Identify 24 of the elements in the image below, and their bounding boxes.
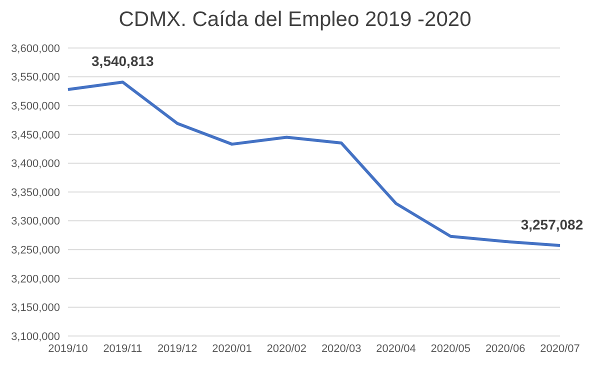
- x-tick-label: 2019/12: [157, 342, 198, 355]
- x-tick-label: 2019/11: [103, 342, 142, 355]
- x-tick-label: 2020/01: [212, 342, 252, 355]
- x-tick-label: 2020/04: [376, 342, 416, 355]
- y-tick-label: 3,400,000: [11, 158, 60, 170]
- x-tick-label: 2020/06: [485, 342, 526, 355]
- chart-title: CDMX. Caída del Empleo 2019 -2020: [118, 7, 472, 33]
- y-tick-label: 3,350,000: [11, 186, 60, 199]
- x-tick-label: 2020/05: [430, 342, 471, 355]
- y-tick-label: 3,600,000: [11, 42, 60, 55]
- y-tick-label: 3,250,000: [11, 244, 60, 257]
- y-tick-label: 3,100,000: [11, 330, 60, 343]
- data-label: 3,540,813: [92, 53, 154, 70]
- x-tick-label: 2019/10: [48, 342, 88, 355]
- y-tick-label: 3,300,000: [11, 216, 60, 228]
- data-label: 3,257,082: [520, 216, 584, 233]
- y-tick-label: 3,150,000: [11, 302, 60, 314]
- x-tick-label: 2020/03: [321, 342, 362, 355]
- y-tick-label: 3,450,000: [11, 129, 60, 142]
- y-tick-label: 3,200,000: [11, 273, 60, 286]
- x-tick-label: 2020/02: [266, 342, 307, 355]
- y-tick-label: 3,500,000: [11, 100, 60, 113]
- x-tick-label: 2020/07: [540, 342, 580, 355]
- y-tick-label: 3,550,000: [11, 72, 60, 84]
